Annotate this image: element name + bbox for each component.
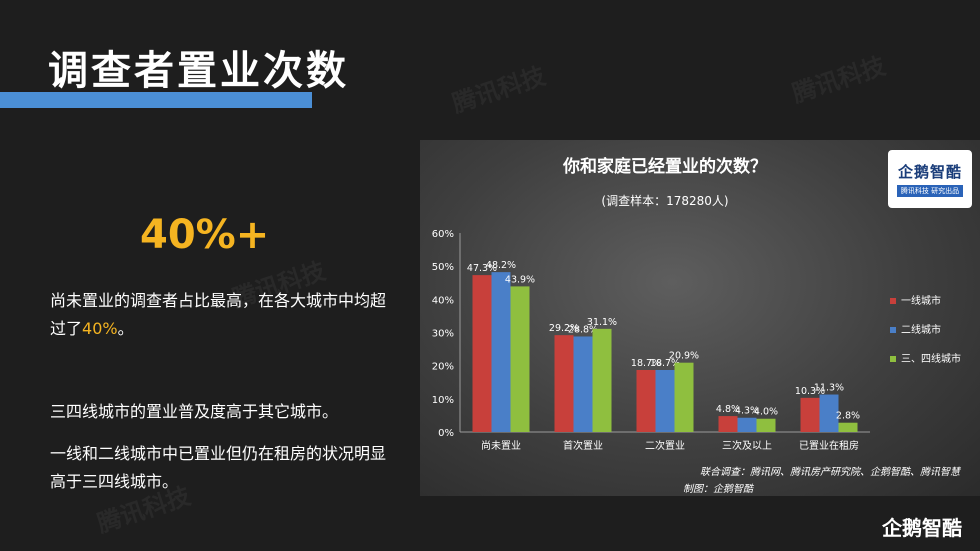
y-tick-label: 0% (438, 428, 454, 439)
data-label: 2.8% (836, 411, 860, 422)
finding-1-accent: 40% (82, 319, 118, 338)
legend-label-2: 二线城市 (901, 323, 941, 336)
logo-main-text: 企鹅智酷 (897, 163, 962, 181)
chart-title: 你和家庭已经置业的次数？ (563, 157, 767, 177)
y-tick-label: 60% (432, 229, 454, 240)
x-category-label: 尚未置业 (481, 439, 521, 452)
data-label: 43.9% (505, 274, 535, 285)
legend-swatch-1 (890, 298, 896, 304)
legend-label-1: 一线城市 (901, 294, 941, 307)
logo-sub-text: 腾讯科技 研究出品 (896, 185, 964, 197)
bar-2 (819, 394, 839, 432)
bar-1 (472, 275, 492, 432)
source-credit: 联合调查：腾讯网、腾讯房产研究院、企鹅智酷、腾讯智慧 (700, 467, 960, 478)
data-label: 47.3% (467, 263, 497, 274)
finding-paragraph-2: 三四线城市的置业普及度高于其它城市。 (50, 402, 339, 421)
data-label: 18.7% (650, 358, 680, 369)
data-label: 48.2% (486, 260, 516, 271)
x-category-label: 二次置业 (645, 439, 685, 452)
slide-title: 调查者置业次数 (48, 48, 349, 94)
highlight-percentage: 40%+ (140, 212, 270, 258)
bar-3 (756, 418, 776, 432)
y-tick-label: 30% (432, 329, 454, 340)
brand-logo-card: 企鹅智酷 腾讯科技 研究出品 (888, 150, 972, 208)
finding-paragraph-3: 一线和二线城市中已置业但仍在租房的状况明显高于三四线城市。 (50, 444, 387, 491)
bar-1 (636, 369, 656, 432)
legend-label-3: 三、四线城市 (901, 352, 961, 365)
finding-1-end: 。 (117, 319, 134, 338)
x-category-label: 三次及以上 (722, 439, 772, 452)
data-label: 11.3% (814, 383, 844, 394)
title-underline-bar (0, 92, 312, 108)
chart-panel: 0% 10% 20% 30% 40% 50% 60% 47.3% 48.2% 43.9% 尚未置业 2… (420, 140, 980, 496)
data-label: 29.2% (549, 323, 579, 334)
data-label: 4.8% (716, 404, 740, 415)
bar-3 (510, 286, 530, 432)
x-category-label: 已置业在租房 (799, 439, 859, 452)
bar-1 (718, 416, 738, 432)
legend-swatch-2 (890, 327, 896, 333)
y-tick-label: 10% (432, 395, 454, 406)
legend-swatch-3 (890, 356, 896, 362)
bar-1 (800, 397, 820, 432)
bar-3 (838, 422, 858, 432)
finding-paragraph-1: 尚未置业的调查者占比最高，在各大城市中均超过了40%。 (50, 287, 390, 343)
data-label: 31.1% (587, 317, 617, 328)
bar-2 (573, 336, 593, 432)
data-label: 18.7% (631, 358, 661, 369)
bar-2 (491, 272, 511, 432)
y-tick-label: 20% (432, 362, 454, 373)
bar-3 (674, 362, 694, 432)
chart-subtitle: (调查样本：178280人) (601, 194, 729, 208)
data-label: 4.3% (735, 406, 759, 417)
watermark-2: 腾讯科技 (788, 51, 889, 109)
brand-logo-bottom: 企鹅智酷 (882, 516, 962, 540)
y-tick-label: 40% (432, 295, 454, 306)
data-label: 20.9% (669, 351, 699, 362)
bar-2 (655, 369, 675, 432)
x-category-label: 首次置业 (563, 439, 603, 452)
maker-credit: 制图：企鹅智酷 (683, 484, 753, 495)
bar-1 (554, 335, 574, 432)
finding-1-text: 尚未置业的调查者占比最高，在各大城市中均超过了 (50, 291, 387, 338)
bar-3 (592, 328, 612, 432)
watermark-1: 腾讯科技 (448, 61, 549, 119)
data-label: 4.0% (754, 407, 778, 418)
bar-2 (737, 417, 757, 432)
data-label: 28.8% (568, 324, 598, 335)
bar-chart: 0% 10% 20% 30% 40% 50% 60% 47.3%48.2% 43.9% 尚未置业 2… (432, 229, 961, 452)
y-tick-label: 50% (432, 262, 454, 273)
data-label: 10.3% (795, 386, 825, 397)
